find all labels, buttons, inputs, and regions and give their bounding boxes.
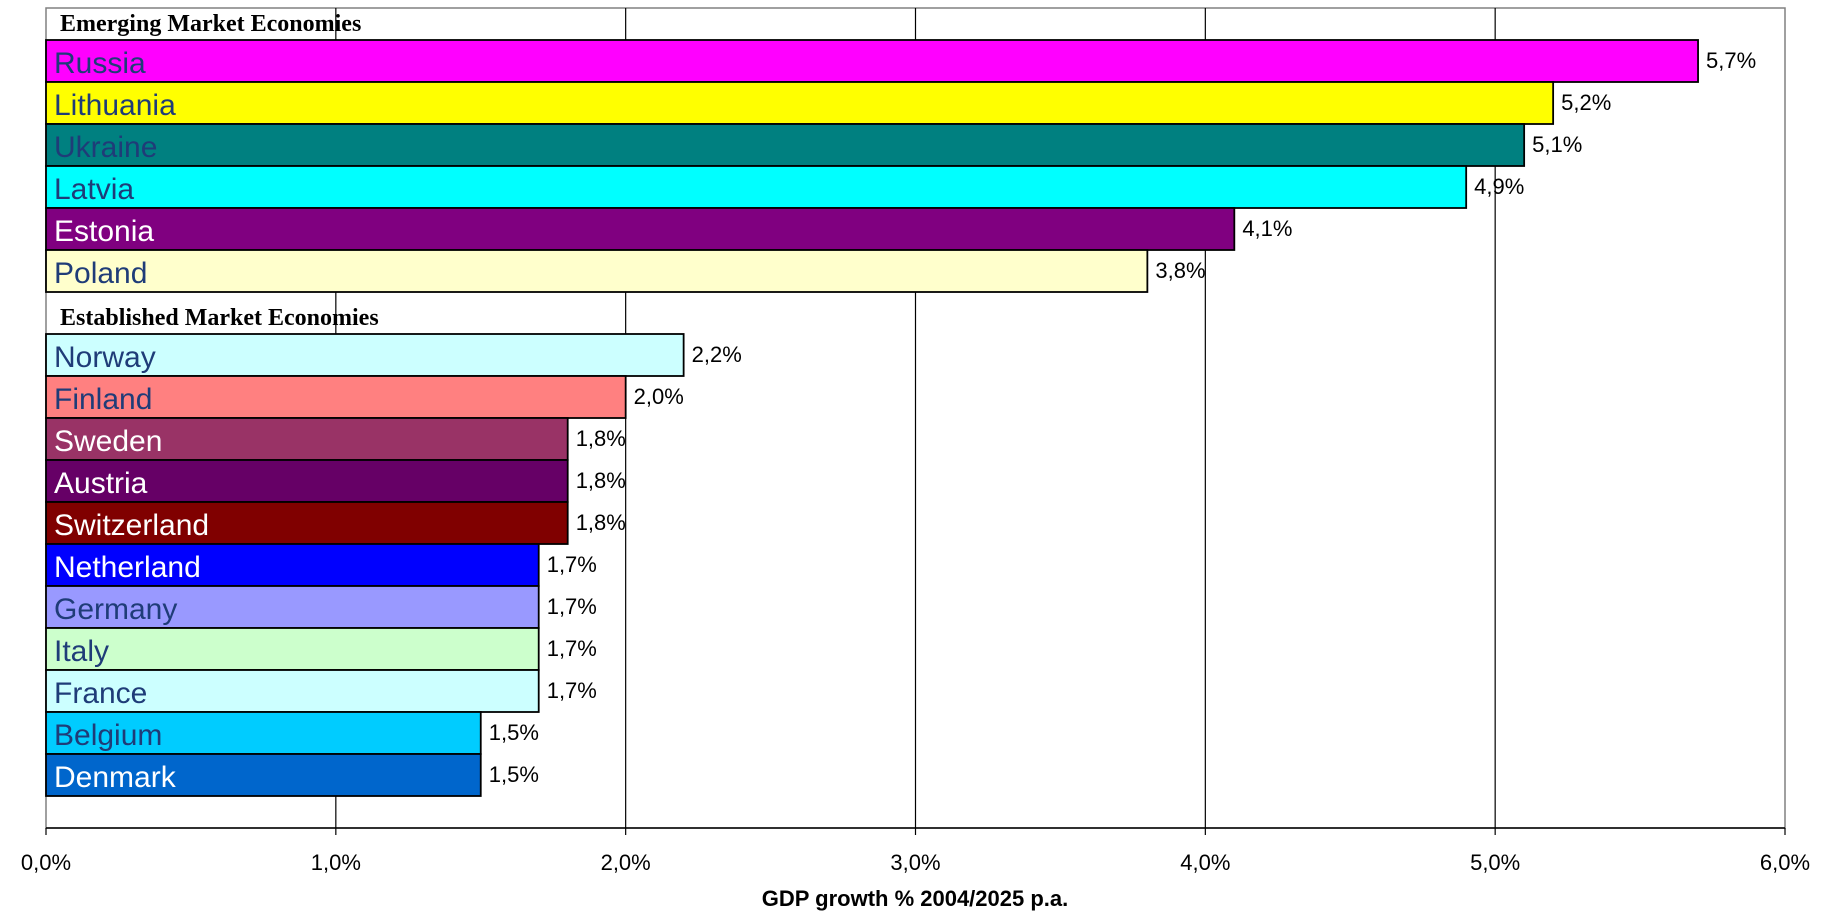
bar-value-label: 1,7% (547, 636, 597, 661)
axis-layer: 0,0% 1,0% 2,0% 3,0% 4,0% 5,0% 6,0% (21, 827, 1810, 875)
label-layer: Emerging Market Economies Russia 5,7% Lithu… (54, 11, 1756, 794)
x-axis-title: GDP growth % 2004/2025 p.a. (762, 886, 1069, 911)
bar-category-label: Netherland (54, 551, 201, 584)
bar-value-label: 5,1% (1532, 132, 1582, 157)
group-label: Established Market Economies (60, 305, 379, 331)
bar-value-label: 5,2% (1561, 90, 1611, 115)
group-label: Emerging Market Economies (60, 11, 361, 37)
bar-category-label: Italy (54, 635, 109, 668)
bar-category-label: Belgium (54, 719, 162, 752)
bar (45, 375, 627, 419)
bar (45, 333, 685, 377)
bar-category-label: Germany (54, 593, 177, 626)
x-tick-label: 5,0% (1470, 850, 1520, 875)
bar-value-label: 1,7% (547, 552, 597, 577)
bar-category-label: Austria (54, 467, 148, 500)
bar (45, 753, 482, 797)
x-tick-label: 0,0% (21, 850, 71, 875)
bar-value-label: 2,0% (634, 384, 684, 409)
bar (45, 249, 1149, 293)
bar-value-label: 4,9% (1474, 174, 1524, 199)
bar (45, 81, 1555, 125)
bar-value-label: 1,8% (576, 426, 626, 451)
bar-category-label: Poland (54, 257, 147, 290)
bar-category-label: Finland (54, 383, 152, 416)
bar-category-label: Ukraine (54, 131, 157, 164)
bar-category-label: Latvia (54, 173, 134, 206)
bar-category-label: Denmark (54, 761, 177, 794)
bar (45, 627, 540, 671)
bar-value-label: 1,5% (489, 762, 539, 787)
bar-layer (45, 39, 1699, 797)
x-tick-label: 2,0% (601, 850, 651, 875)
bar-category-label: Russia (54, 47, 146, 80)
bar-value-label: 1,7% (547, 678, 597, 703)
bar (45, 417, 569, 461)
bar (45, 501, 569, 545)
x-tick-label: 1,0% (311, 850, 361, 875)
bar-value-label: 1,5% (489, 720, 539, 745)
bar-value-label: 4,1% (1242, 216, 1292, 241)
bar (45, 459, 569, 503)
bar (45, 165, 1468, 209)
x-tick-label: 3,0% (890, 850, 940, 875)
bar-category-label: Lithuania (54, 89, 176, 122)
bar (45, 39, 1699, 83)
x-tick-label: 4,0% (1180, 850, 1230, 875)
bar-category-label: France (54, 677, 147, 710)
bar-category-label: Norway (54, 341, 156, 374)
bar (45, 543, 540, 587)
bar-value-label: 1,8% (576, 510, 626, 535)
bar (45, 123, 1526, 167)
bar-value-label: 1,7% (547, 594, 597, 619)
bar-value-label: 2,2% (692, 342, 742, 367)
bar-value-label: 5,7% (1706, 48, 1756, 73)
bar-value-label: 3,8% (1155, 258, 1205, 283)
bar (45, 207, 1236, 251)
x-tick-label: 6,0% (1760, 850, 1810, 875)
bar-category-label: Estonia (54, 215, 154, 248)
bar-category-label: Switzerland (54, 509, 209, 542)
bar-category-label: Sweden (54, 425, 162, 458)
bar-value-label: 1,8% (576, 468, 626, 493)
